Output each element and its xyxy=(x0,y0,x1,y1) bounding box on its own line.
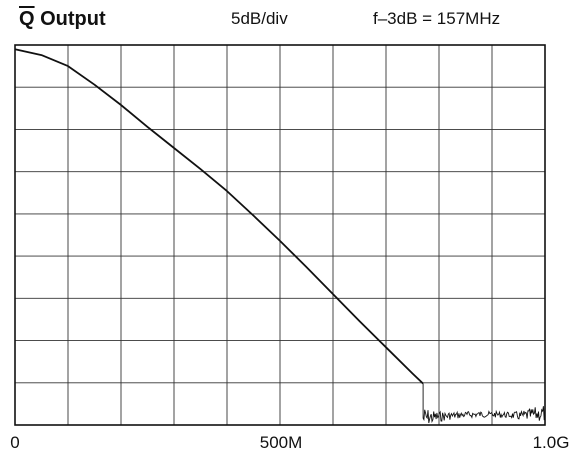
title-output: Output xyxy=(34,8,106,30)
cutoff-label: f–3dB = 157MHz xyxy=(373,9,501,28)
chart-title: Q Output xyxy=(19,8,106,30)
x-tick-label-500m: 500M xyxy=(260,433,303,452)
noise-floor-trace xyxy=(422,383,546,424)
plot-frame xyxy=(14,44,546,426)
response-curve xyxy=(14,48,424,385)
title-q-overline: Q xyxy=(19,8,35,30)
plot-grid xyxy=(15,45,545,425)
x-tick-label-1g: 1.0G xyxy=(533,433,570,452)
x-axis-ticks: 0 500M 1.0G xyxy=(10,433,569,452)
scale-label: 5dB/div xyxy=(231,9,288,28)
curve-layer xyxy=(14,48,546,424)
x-tick-label-0: 0 xyxy=(10,433,19,452)
